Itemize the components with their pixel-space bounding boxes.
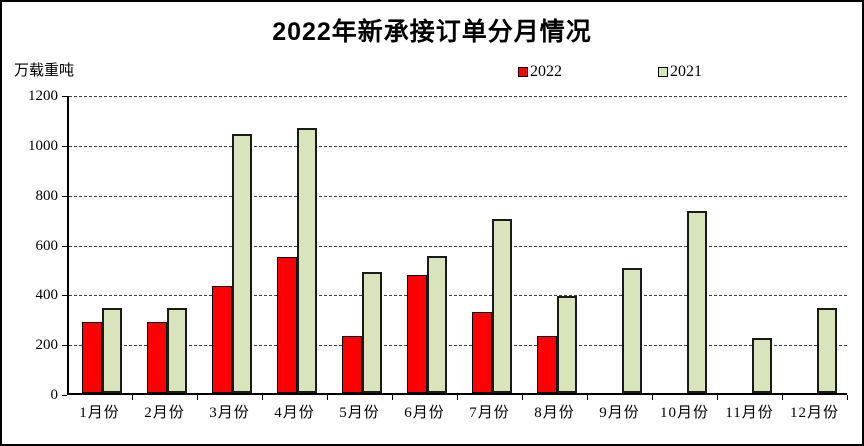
x-tick-label-2month: 2月份 [144,405,185,421]
x-tick-mark-5 [392,395,393,400]
bar-2021-6月份 [426,255,447,393]
gridline-1200 [69,96,847,97]
x-tick-mark-7 [522,395,523,400]
x-tick-label-5month: 5月份 [339,405,380,421]
y-tick-mark-1000 [62,145,67,147]
chart-title: 2022年新承接订单分月情况 [272,18,592,46]
bar-2022-6月份 [406,274,427,393]
x-tick-mark-10 [717,395,718,400]
y-tick-label-1000: 1000 [28,137,58,154]
x-tick-label-6month: 6月份 [404,405,445,421]
x-tick-label-3month: 3月份 [209,405,250,421]
bar-2021-10月份 [686,211,707,393]
y-tick-label-1200: 1200 [28,88,58,104]
bar-2022-4月份 [276,257,297,393]
bar-2021-8月份 [556,295,577,393]
y-axis-unit-label: 万载重吨 [14,63,75,79]
legend-item-2021: 2021 [658,63,702,81]
gridline-400 [69,295,847,297]
x-tick-label-11month: 11月份 [725,405,774,421]
bar-2021-12月份 [816,308,837,393]
x-tick-mark-2 [197,395,198,400]
legend-marker-2021-icon [658,67,668,77]
y-tick-label-800: 800 [35,187,59,204]
bar-2022-5月份 [341,335,362,393]
gridline-600 [69,245,847,247]
y-tick-mark-600 [62,245,67,247]
x-tick-mark-11 [782,395,783,400]
bar-2021-1月份 [101,308,122,393]
gridline-200 [69,345,847,347]
y-tick-mark-1200 [62,96,67,97]
bar-2021-9月份 [621,268,642,393]
y-tick-mark-800 [62,195,67,197]
x-tick-mark-1 [132,395,133,400]
x-tick-label-1month: 1月份 [79,405,120,421]
bar-2021-11月份 [751,338,772,393]
bar-2021-3月份 [231,133,252,393]
plot-area [67,96,847,395]
x-tick-label-10month: 10月份 [659,405,709,421]
legend-item-2022: 2022 [518,63,562,81]
x-tick-label-9month: 9月份 [599,405,640,421]
y-tick-mark-0 [62,395,67,396]
x-tick-mark-9 [652,395,653,400]
y-tick-label-600: 600 [35,237,59,254]
x-tick-mark-6 [457,395,458,400]
x-tick-label-12month: 12月份 [789,405,839,421]
gridline-1000 [69,145,847,147]
x-tick-mark-12 [847,395,848,400]
x-tick-mark-3 [262,395,263,400]
bar-2022-2月份 [146,322,167,393]
bar-2021-2月份 [166,308,187,393]
x-tick-label-4month: 4月份 [274,405,315,421]
x-tick-label-8month: 8月份 [534,405,575,421]
gridline-800 [69,195,847,197]
y-tick-mark-400 [62,295,67,297]
bar-2022-8月份 [536,335,557,393]
y-tick-label-0: 0 [50,387,59,403]
bar-2022-1月份 [81,322,102,393]
bar-2021-7月份 [491,218,512,393]
y-tick-mark-200 [62,345,67,347]
bar-2022-7月份 [471,312,492,393]
legend: 2022 2021 [518,63,702,81]
bar-2021-5月份 [361,272,382,393]
x-tick-mark-4 [327,395,328,400]
y-tick-label-400: 400 [35,287,59,304]
y-tick-label-200: 200 [35,337,59,354]
legend-marker-2022-icon [518,67,528,77]
legend-label-2021: 2021 [670,63,702,80]
x-tick-label-7month: 7月份 [469,405,510,421]
legend-label-2022: 2022 [530,63,562,80]
bar-2021-4月份 [296,127,317,393]
x-tick-mark-8 [587,395,588,400]
bar-2022-3月份 [211,285,232,393]
